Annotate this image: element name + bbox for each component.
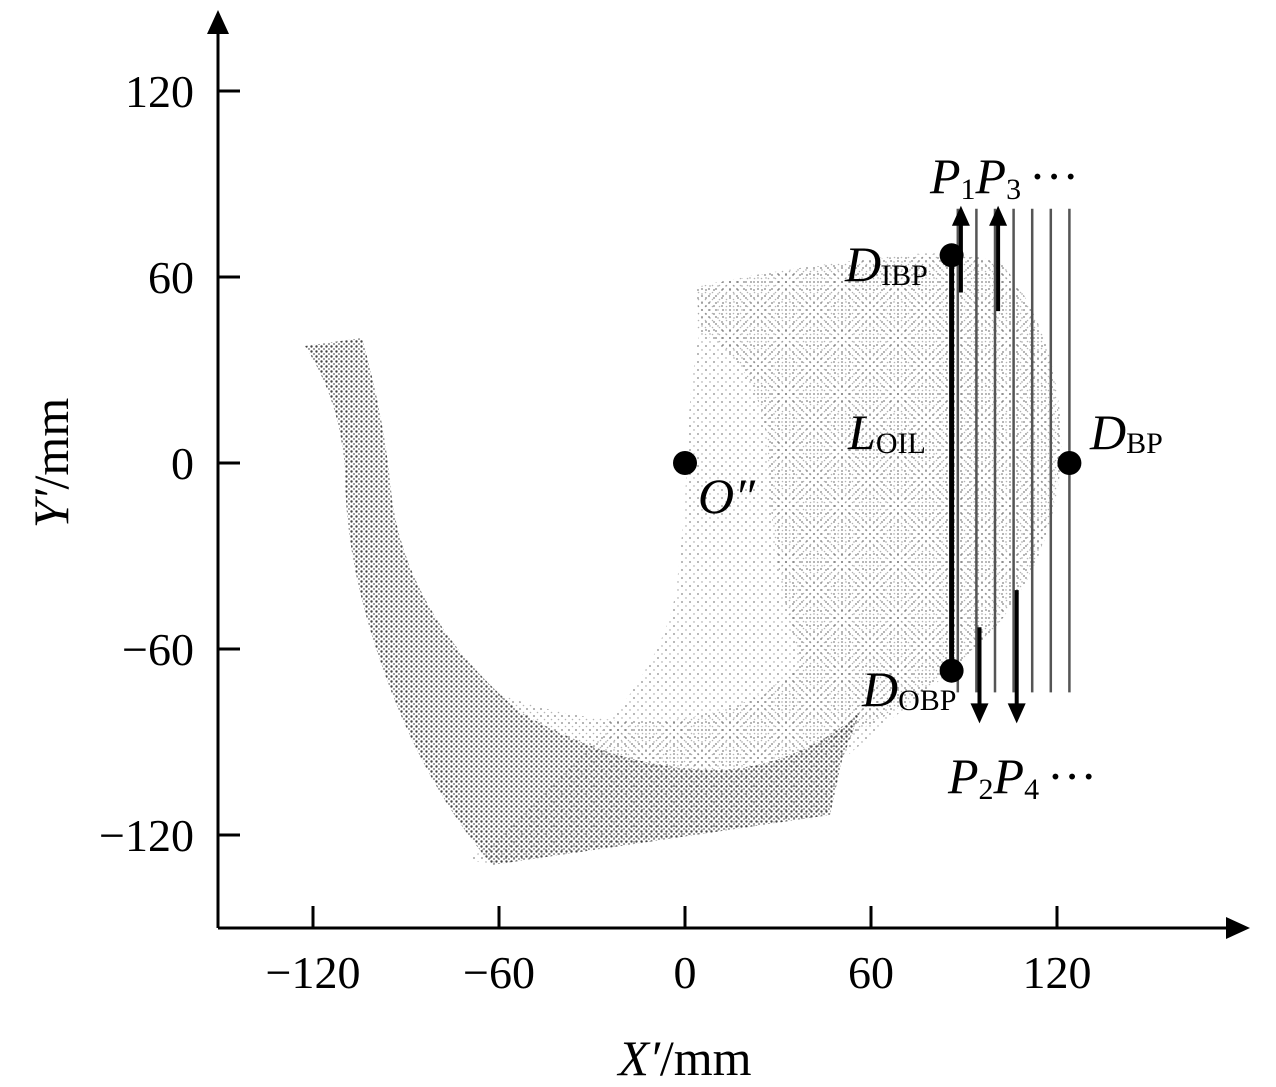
point-d-bp — [1057, 451, 1082, 475]
up-arrow-head — [951, 205, 970, 226]
x-tick-label: −60 — [463, 947, 535, 998]
label-l-oil-main: L — [847, 404, 876, 460]
y-tick-label: 60 — [148, 252, 194, 303]
scan-lines — [956, 208, 1071, 693]
x-tick-label: 0 — [674, 947, 697, 998]
label-p3-sub: 3 — [1006, 173, 1021, 206]
y-tick-label: 120 — [125, 66, 194, 117]
scan-arrows — [951, 205, 1026, 724]
label-d-obp: DOBP — [861, 661, 956, 717]
label-top-ellipsis: ··· — [1029, 148, 1079, 204]
axes: −120 −60 0 60 120 −120 −60 0 60 120 — [99, 10, 1250, 998]
label-p2: P — [947, 748, 979, 804]
point-o — [673, 451, 697, 475]
label-p2-p4: P2P4 ··· — [947, 748, 1097, 806]
label-p1-sub: 1 — [961, 173, 976, 206]
x-axis-label-var: X′ — [616, 1030, 661, 1086]
down-arrow-head — [1007, 703, 1026, 724]
label-p2-sub: 2 — [979, 773, 994, 806]
y-axis-label-var: Y′ — [23, 488, 79, 528]
point-d-obp — [939, 658, 964, 683]
label-d-ibp: DIBP — [844, 236, 928, 292]
x-tick-label: 60 — [848, 947, 894, 998]
y-axis-label-unit: /mm — [23, 398, 79, 490]
x-axis-label: X′/mm — [616, 1030, 751, 1086]
point-cloud-upper — [490, 254, 1062, 771]
x-ticks: −120 −60 0 60 120 — [266, 906, 1092, 998]
x-tick-label: −120 — [266, 947, 361, 998]
label-o: O″ — [698, 468, 756, 524]
label-d-ibp-main: D — [844, 236, 881, 292]
label-l-oil: LOIL — [847, 404, 926, 460]
label-p4-sub: 4 — [1024, 773, 1039, 806]
point-cloud — [305, 250, 1062, 865]
label-d-ibp-sub: IBP — [881, 259, 928, 292]
y-ticks: −120 −60 0 60 120 — [99, 66, 240, 861]
label-d-bp-main: D — [1089, 404, 1126, 460]
x-tick-label: 120 — [1023, 947, 1092, 998]
label-bottom-ellipsis: ··· — [1047, 748, 1097, 804]
label-d-obp-main: D — [861, 661, 898, 717]
y-axis-label: Y′/mm — [23, 398, 79, 529]
point-d-ibp — [939, 243, 964, 268]
label-p3: P — [975, 148, 1007, 204]
x-axis-arrowhead — [1226, 917, 1250, 939]
up-arrow-head — [989, 205, 1008, 226]
label-p4: P — [993, 748, 1025, 804]
label-l-oil-sub: OIL — [876, 427, 926, 460]
point-cloud-outer-shell — [305, 338, 860, 865]
label-d-bp: DBP — [1089, 404, 1163, 460]
down-arrow-head — [970, 703, 989, 724]
label-d-bp-sub: BP — [1126, 427, 1163, 460]
label-p1: P — [929, 148, 961, 204]
y-tick-label: 0 — [171, 438, 194, 489]
label-p1-p3: P1P3 ··· — [929, 148, 1079, 206]
x-axis-label-unit: /mm — [660, 1030, 752, 1086]
label-d-obp-sub: OBP — [898, 684, 956, 717]
y-tick-label: −60 — [122, 624, 194, 675]
y-tick-label: −120 — [99, 810, 194, 861]
y-axis-arrowhead — [207, 10, 229, 34]
